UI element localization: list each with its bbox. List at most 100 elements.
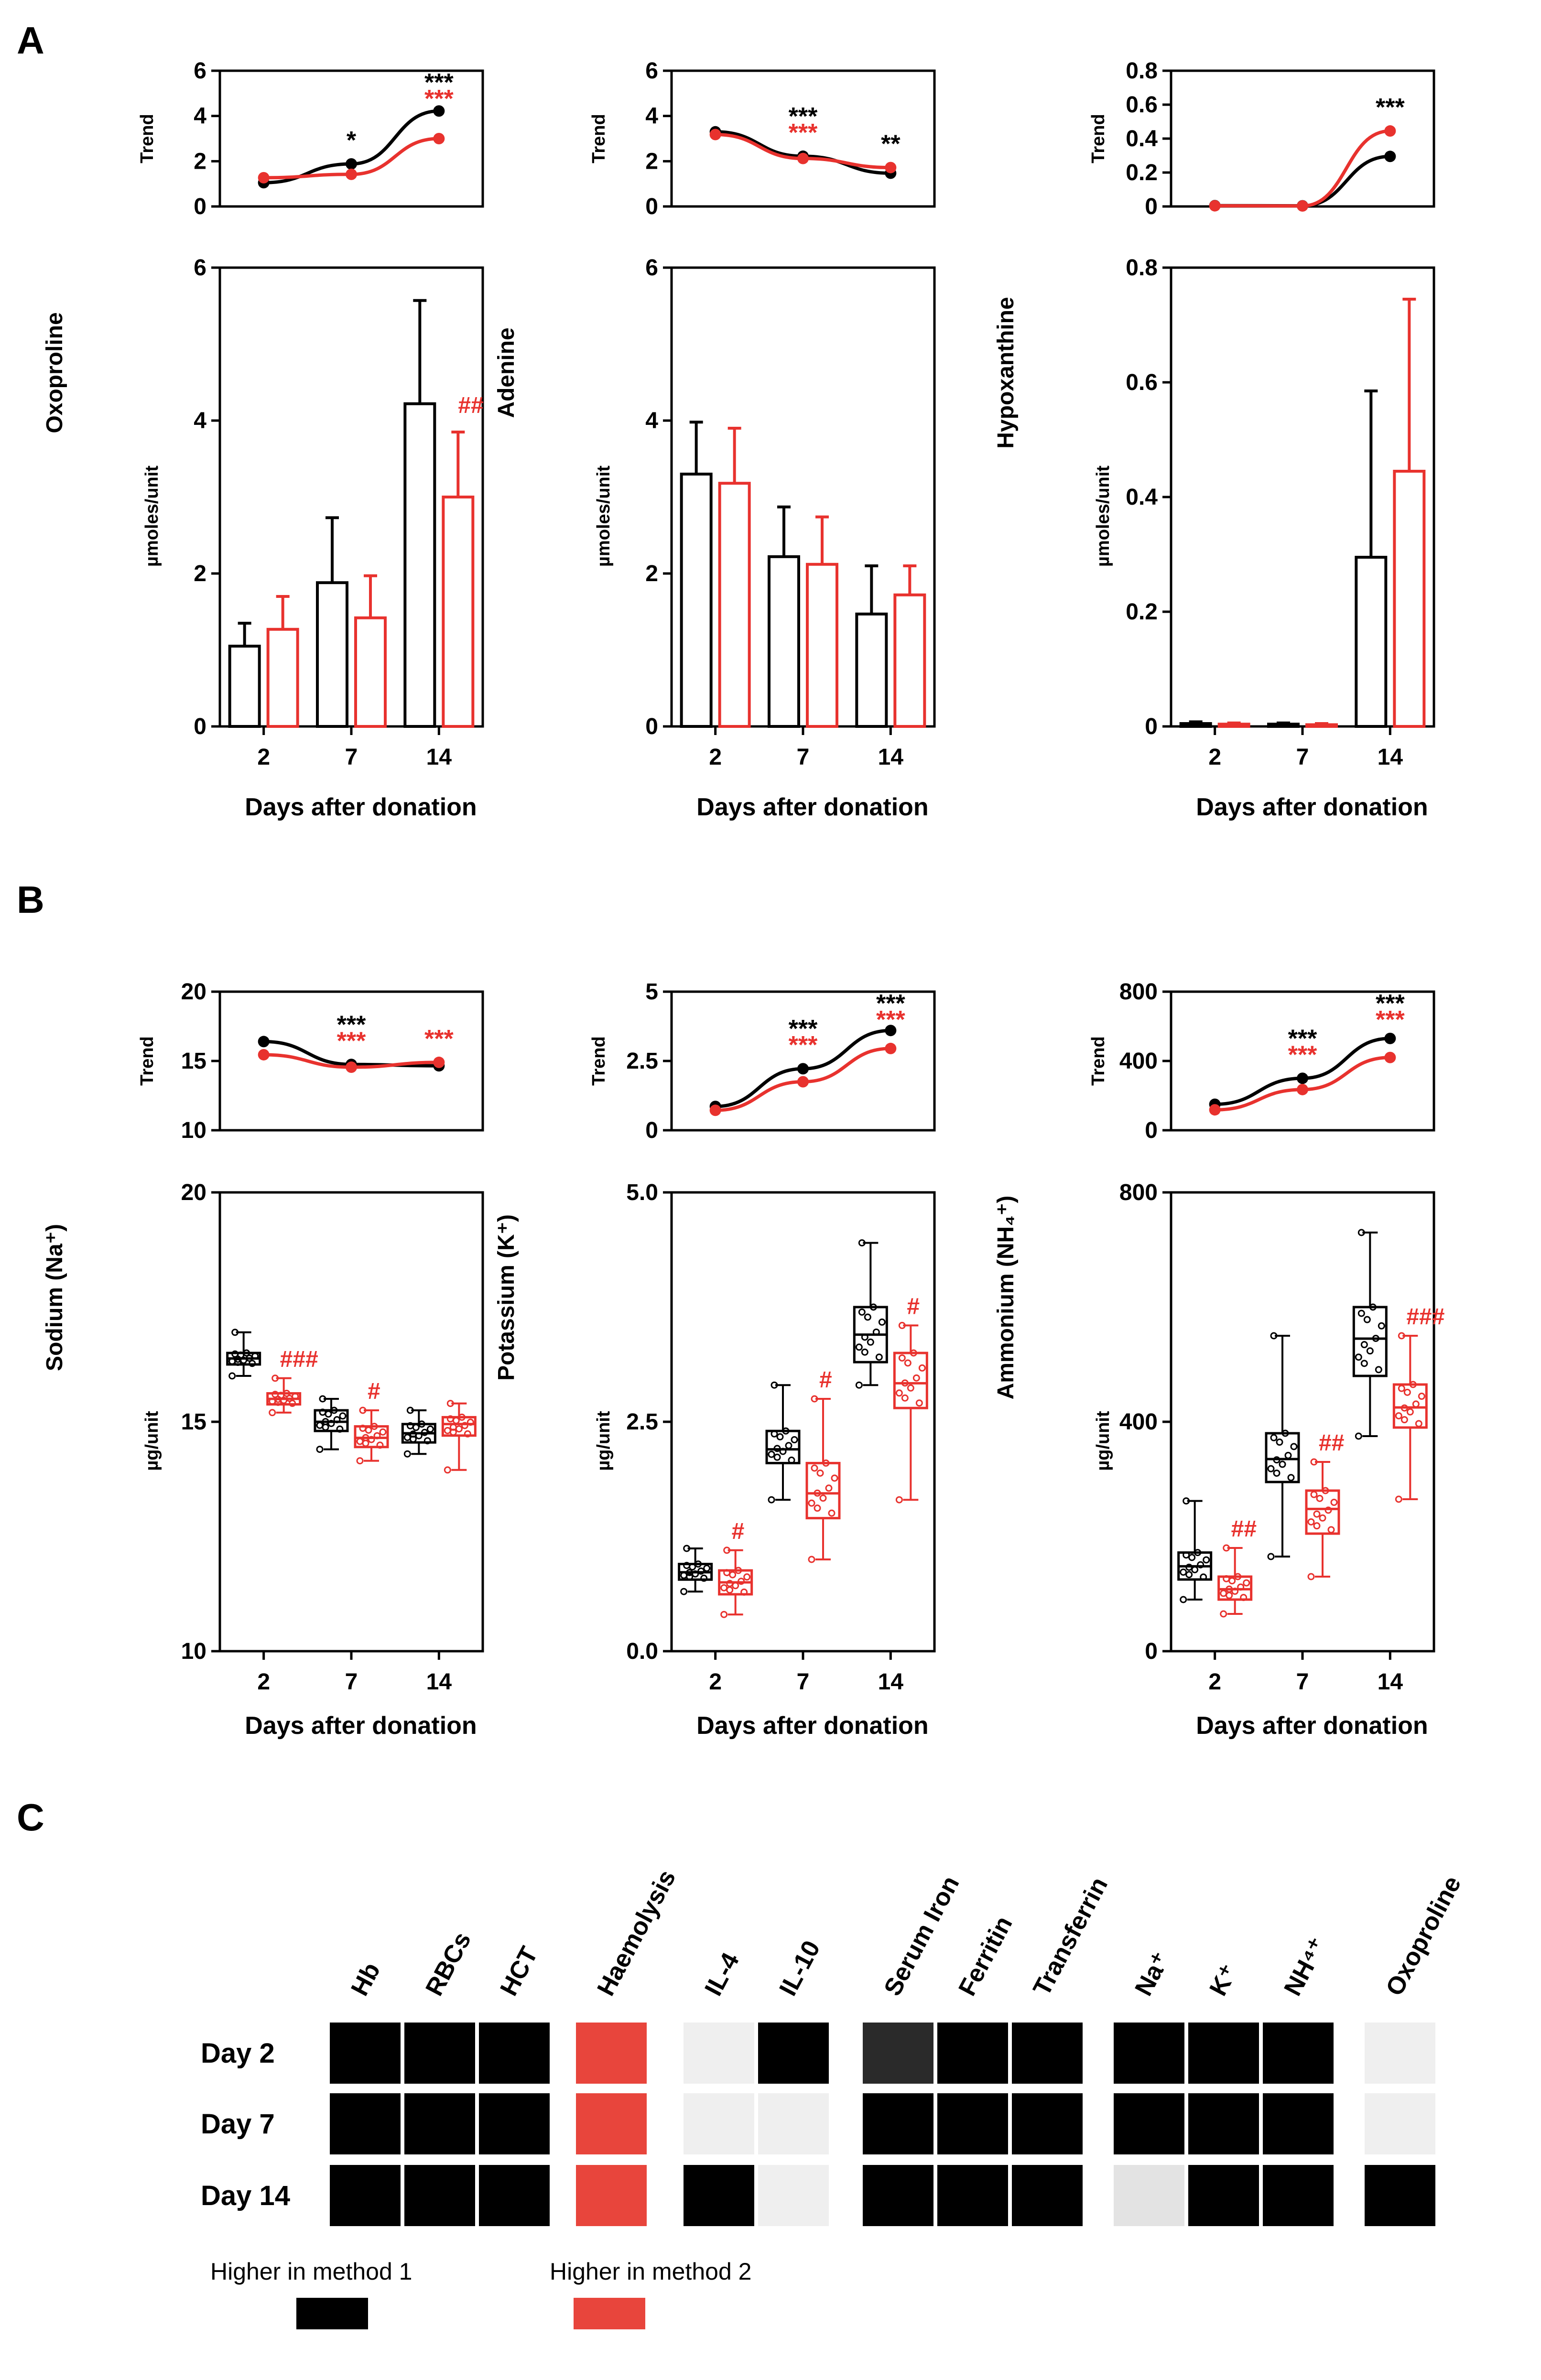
adenine-trend-frame xyxy=(670,69,936,208)
potassium-box-1-day2-point xyxy=(683,1562,691,1569)
potassium-ytick-label: 2.5 xyxy=(626,1409,658,1435)
ammonium-box-1-day7-point xyxy=(1284,1451,1292,1459)
sodium-box-1-day2-point xyxy=(234,1355,242,1363)
potassium-box-2-day14-point xyxy=(895,1496,903,1504)
row-label-0: Day 2 xyxy=(201,2038,275,2069)
potassium-box-1-day14-point xyxy=(869,1303,877,1311)
heatmap-cell-r0-c0 xyxy=(330,2023,401,2084)
sodium-box-1-day7-point xyxy=(330,1406,338,1414)
heatmap-cell-r2-c4 xyxy=(684,2165,754,2226)
ammonium-box-1-day2-point xyxy=(1191,1566,1199,1573)
potassium-box-2-day14-point xyxy=(907,1384,914,1392)
potassium-trend-significance: *** xyxy=(789,1031,818,1059)
potassium-box-2-day14-point xyxy=(898,1321,906,1329)
sodium-trend-point-2-day7 xyxy=(346,1061,357,1073)
panel-label-c: C xyxy=(17,1796,44,1839)
heatmap-panel: Hb RBCs HCT Haemolysis IL-4 IL-10 Serum IronFe… xyxy=(201,1865,1466,2329)
heatmap-cell-r1-c7 xyxy=(937,2093,1008,2154)
ammonium-box-1-day14-point xyxy=(1360,1341,1368,1349)
ammonium-box-2-day14-point xyxy=(1398,1332,1405,1340)
potassium-box-1-day2-point xyxy=(683,1545,691,1552)
sodium-trend-label: Trend xyxy=(137,1036,157,1085)
ammonium-box-1-day7-point xyxy=(1270,1332,1278,1340)
ammonium-box-2-day7-point xyxy=(1316,1494,1324,1502)
potassium-box-1-day7-point xyxy=(773,1445,781,1452)
hypoxanthine-ytick-label: 0.6 xyxy=(1126,370,1158,395)
ammonium-trend-significance: *** xyxy=(1288,1025,1317,1052)
column-label-4: IL-4 xyxy=(699,1948,745,2001)
ammonium-box-1-day2-point xyxy=(1185,1563,1193,1571)
sodium-box-2-day7-point xyxy=(359,1406,367,1414)
oxoproline-trend-point-2-day14 xyxy=(433,133,445,144)
potassium-box-2-day2-point xyxy=(740,1588,748,1596)
ammonium-box-2-day14-point xyxy=(1403,1388,1411,1396)
heatmap-cell-r0-c10 xyxy=(1188,2023,1259,2084)
sodium-box-2-day2-point xyxy=(274,1396,282,1403)
ammonium-box-1-day14-point xyxy=(1363,1316,1371,1323)
hypoxanthine-trend-point-1-day14 xyxy=(1384,151,1396,162)
ammonium-box-2-day2-point xyxy=(1226,1585,1233,1593)
legend-label-1: Higher in method 1 xyxy=(210,2258,412,2285)
panel-label-b: B xyxy=(17,878,44,921)
ammonium-box-2-day2-point xyxy=(1237,1583,1245,1591)
sodium-box-1-day2-point xyxy=(231,1350,239,1358)
sodium-box-2-day14-point xyxy=(449,1423,457,1431)
potassium-box-1-day14-point xyxy=(855,1343,863,1351)
potassium-box-1-day7-point xyxy=(770,1430,778,1438)
sodium-box-1-day2-point xyxy=(231,1329,239,1336)
ammonium-box-1-day2-point xyxy=(1200,1573,1207,1581)
oxoproline-bar-1-day7 xyxy=(316,581,348,728)
ammonium-box-2-day2-point xyxy=(1243,1579,1250,1587)
potassium-box-1-day14-point xyxy=(878,1318,886,1326)
sodium-box-2-day7-point xyxy=(356,1457,364,1465)
ammonium-yunit: µg/unit xyxy=(1093,1411,1113,1471)
heatmap-cell-r2-c11 xyxy=(1263,2165,1334,2226)
ammonium-box-1-day2-point xyxy=(1203,1556,1210,1564)
adenine-trend-significance: *** xyxy=(789,119,818,147)
column-label-6: Serum Iron xyxy=(879,1872,965,2001)
hypoxanthine-xtick-label: 7 xyxy=(1296,745,1309,770)
ammonium-box-1-day7-point xyxy=(1279,1460,1286,1468)
ammonium-box-2-day14-point xyxy=(1409,1381,1417,1388)
sodium-ytick-label: 20 xyxy=(181,1180,206,1205)
adenine-ylabel: Adenine xyxy=(494,327,519,418)
sodium-box-2-day14-point xyxy=(461,1422,468,1429)
heatmap-cell-r0-c4 xyxy=(684,2023,754,2084)
oxoproline-trend-significance: * xyxy=(347,127,357,154)
potassium-box-1-day7-point xyxy=(791,1436,798,1444)
potassium-box-2-day7-point xyxy=(811,1464,818,1472)
potassium-box-2-day2-point xyxy=(723,1569,731,1577)
hypoxanthine-trend-ytick-label: 0.6 xyxy=(1126,92,1158,118)
potassium-significance: # xyxy=(907,1294,920,1319)
ammonium-box-1-day7-point xyxy=(1267,1465,1275,1472)
ammonium-ylabel: Ammonium (NH₄⁺) xyxy=(993,1196,1019,1400)
ammonium-box-1-day14-point xyxy=(1378,1322,1385,1330)
adenine-bar-1-day7 xyxy=(768,555,800,728)
sodium-trend-point-2-day14 xyxy=(433,1056,445,1068)
ammonium-box-1-day7-point xyxy=(1287,1474,1295,1482)
potassium-box-1-day7-point xyxy=(770,1381,778,1389)
oxoproline-significance: ## xyxy=(458,393,483,418)
adenine-xtick-label: 2 xyxy=(709,745,722,770)
potassium-box-2-day7-point xyxy=(814,1489,821,1497)
oxoproline-bar-1-day14 xyxy=(403,402,436,728)
potassium-ytick-label: 5.0 xyxy=(626,1180,658,1205)
potassium-xtick-label: 14 xyxy=(878,1669,904,1695)
sodium-box-2-day7-point xyxy=(362,1434,369,1441)
potassium-yunit: µg/unit xyxy=(594,1411,614,1471)
ammonium-ytick-label: 800 xyxy=(1119,1180,1158,1205)
oxoproline-trend-point-1-day7 xyxy=(346,158,357,170)
potassium-trend-label: Trend xyxy=(589,1036,609,1085)
heatmap-cell-r1-c11 xyxy=(1263,2093,1334,2154)
legend-swatch-1 xyxy=(296,2298,368,2329)
oxoproline-trend-ytick-label: 2 xyxy=(194,149,206,174)
ammonium-box-2-day14-point xyxy=(1400,1416,1408,1424)
ammonium-box-1-day2-point xyxy=(1185,1571,1193,1579)
hypoxanthine-ytick-label: 0.8 xyxy=(1126,255,1158,281)
potassium-box-2-day2-point xyxy=(732,1582,739,1590)
ammonium-trend-significance: *** xyxy=(1376,1006,1405,1034)
oxoproline-bar-2-day2 xyxy=(266,627,299,728)
hypoxanthine-trend-ytick-label: 0.8 xyxy=(1126,58,1158,84)
